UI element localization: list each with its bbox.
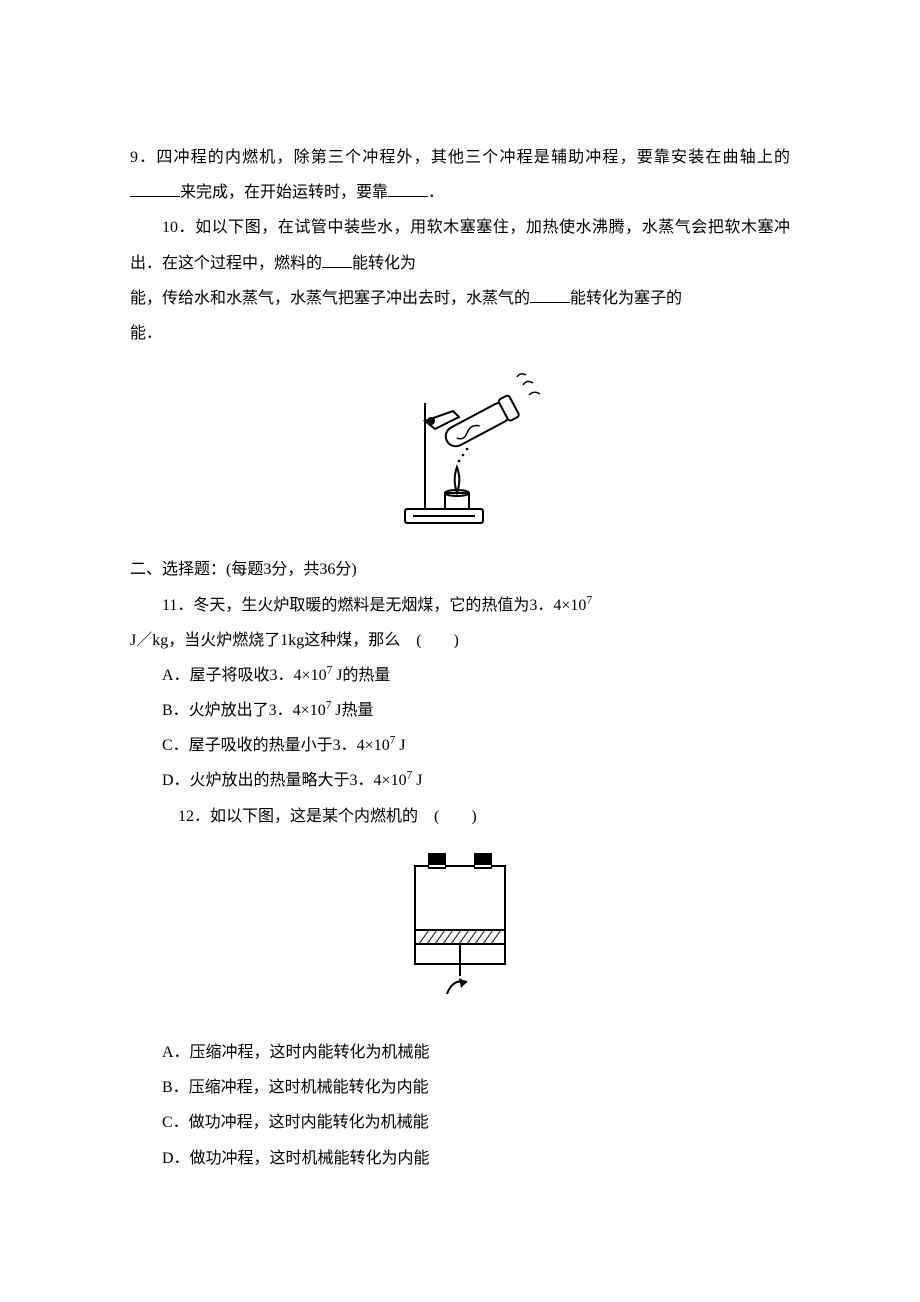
q10-blank-1 bbox=[322, 251, 352, 268]
q12-stem-text: 12．如以下图，这是某个内燃机的 ( ) bbox=[178, 808, 477, 825]
q12-stem: 12．如以下图，这是某个内燃机的 ( ) bbox=[130, 799, 790, 834]
figure-2-wrap bbox=[130, 844, 790, 1027]
q11-optD-a: D．火炉放出的热量略大于3．4×10 bbox=[162, 772, 407, 789]
q9-text-1: 9．四冲程的内燃机，除第三个冲程外，其他三个冲程是辅助冲程，要靠安装在曲轴上的 bbox=[130, 149, 790, 166]
q12-optB-text: B．压缩冲程，这时机械能转化为内能 bbox=[162, 1079, 429, 1096]
q10-line1: 10．如以下图，在试管中装些水，用软木塞塞住，加热使水沸腾，水蒸气会把软木塞冲出… bbox=[130, 210, 790, 280]
q11-stem-line2: J／kg，当火炉燃烧了1kg这种煤，那么 ( ) bbox=[130, 623, 790, 658]
q10-blank-2 bbox=[530, 286, 570, 303]
q11-optA-b: J的热量 bbox=[332, 667, 390, 684]
q11-stem-1a: 11．冬天，生火炉取暖的燃料是无烟煤，它的热值为3．4×10 bbox=[162, 597, 586, 614]
q11-optB-a: B．火炉放出了3．4×10 bbox=[162, 702, 326, 719]
q12-optD-text: D．做功冲程，这时机械能转化为内能 bbox=[162, 1150, 430, 1167]
q9-blank-2 bbox=[388, 180, 428, 197]
q11-option-d: D．火炉放出的热量略大于3．4×107 J bbox=[130, 763, 790, 798]
q12-option-d: D．做功冲程，这时机械能转化为内能 bbox=[130, 1141, 790, 1176]
q9-paragraph: 9．四冲程的内燃机，除第三个冲程外，其他三个冲程是辅助冲程，要靠安装在曲轴上的来… bbox=[130, 140, 790, 210]
q11-optC-a: C．屋子吸收的热量小于3．4×10 bbox=[162, 737, 390, 754]
q11-optB-b: J热量 bbox=[331, 702, 373, 719]
section-2-title-text: 二、选择题：(每题3分，共36分) bbox=[130, 561, 357, 578]
q11-optA-a: A．屋子将吸收3．4×10 bbox=[162, 667, 327, 684]
q12-option-c: C．做功冲程，这时内能转化为机械能 bbox=[130, 1105, 790, 1140]
engine-cylinder-figure bbox=[395, 844, 525, 1014]
q10-text-3: 能，传给水和水蒸气，水蒸气把塞子冲出去时，水蒸气的 bbox=[130, 290, 530, 307]
section-2-title: 二、选择题：(每题3分，共36分) bbox=[130, 552, 790, 587]
q10-text-5: 能． bbox=[130, 325, 162, 342]
q11-stem-1sup: 7 bbox=[586, 594, 592, 606]
q9-text-3: ． bbox=[428, 184, 444, 201]
q11-stem-line1: 11．冬天，生火炉取暖的燃料是无烟煤，它的热值为3．4×107 bbox=[130, 588, 790, 623]
test-tube-apparatus-figure bbox=[375, 361, 545, 531]
q10-text-2: 能转化为 bbox=[352, 255, 416, 272]
q12-optA-text: A．压缩冲程，这时内能转化为机械能 bbox=[162, 1044, 430, 1061]
q11-option-a: A．屋子将吸收3．4×107 J的热量 bbox=[130, 658, 790, 693]
q11-optC-b: J bbox=[395, 737, 405, 754]
q10-line2: 能，传给水和水蒸气，水蒸气把塞子冲出去时，水蒸气的 能转化为塞子的 bbox=[130, 281, 790, 316]
q12-option-a: A．压缩冲程，这时内能转化为机械能 bbox=[130, 1035, 790, 1070]
q11-option-c: C．屋子吸收的热量小于3．4×107 J bbox=[130, 728, 790, 763]
q10-text-4: 能转化为塞子的 bbox=[570, 290, 682, 307]
q11-stem-2: J／kg，当火炉燃烧了1kg这种煤，那么 ( ) bbox=[130, 632, 459, 649]
q10-text-1: 10．如以下图，在试管中装些水，用软木塞塞住，加热使水沸腾，水蒸气会把软木塞冲出… bbox=[130, 219, 790, 271]
q12-option-b: B．压缩冲程，这时机械能转化为内能 bbox=[130, 1070, 790, 1105]
q10-line3: 能． bbox=[130, 316, 790, 351]
q11-optD-b: J bbox=[412, 772, 422, 789]
q9-blank-1 bbox=[130, 180, 180, 197]
q11-option-b: B．火炉放出了3．4×107 J热量 bbox=[130, 693, 790, 728]
figure-1-wrap bbox=[130, 361, 790, 544]
q9-text-2: 来完成，在开始运转时，要靠 bbox=[180, 184, 388, 201]
q12-optC-text: C．做功冲程，这时内能转化为机械能 bbox=[162, 1114, 429, 1131]
